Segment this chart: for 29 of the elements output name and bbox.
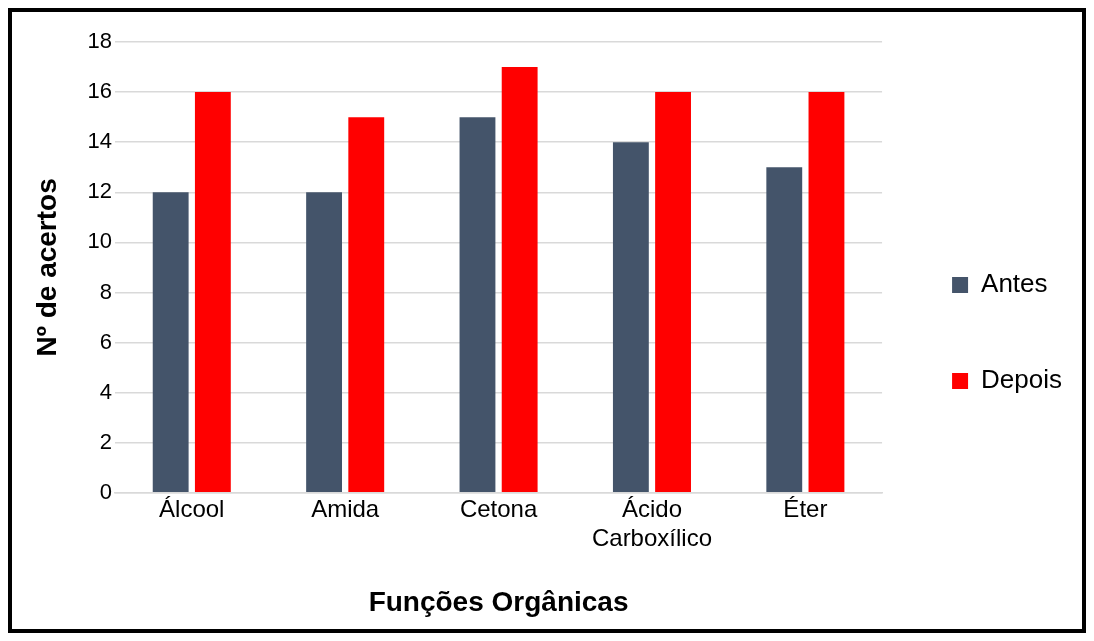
y-tick-label: 18 xyxy=(87,28,113,54)
bar xyxy=(655,92,691,493)
y-tick-label: 10 xyxy=(87,228,113,254)
bar xyxy=(194,92,231,493)
y-tick-label: 8 xyxy=(99,278,113,304)
y-tick-label: 4 xyxy=(99,378,113,404)
y-tick-label: 2 xyxy=(99,428,113,454)
x-tick-label: Cetona xyxy=(459,494,538,522)
y-axis-title: Nº de acertos xyxy=(30,178,62,357)
bar xyxy=(348,117,385,493)
bar xyxy=(459,117,496,493)
x-tick-label: Amida xyxy=(311,494,380,522)
bar xyxy=(612,142,649,493)
y-tick-label: 16 xyxy=(87,78,113,104)
x-tick-label: Éter xyxy=(783,494,828,522)
x-tick-label: Ácido Carboxílico xyxy=(591,494,712,551)
bar xyxy=(152,192,189,493)
y-tick-label: 12 xyxy=(87,178,113,204)
y-tick-label: 6 xyxy=(99,328,113,354)
legend-label: Antes xyxy=(981,268,1048,299)
y-tick-label: 0 xyxy=(99,478,113,504)
bar xyxy=(808,92,845,493)
x-axis-title: Funções Orgânicas xyxy=(368,585,629,617)
x-tick-label: Álcool xyxy=(159,494,225,522)
legend-label: Depois xyxy=(981,364,1062,395)
y-tick-label: 14 xyxy=(87,128,113,154)
bar xyxy=(306,192,343,493)
bar xyxy=(501,67,538,493)
bar xyxy=(766,167,803,493)
